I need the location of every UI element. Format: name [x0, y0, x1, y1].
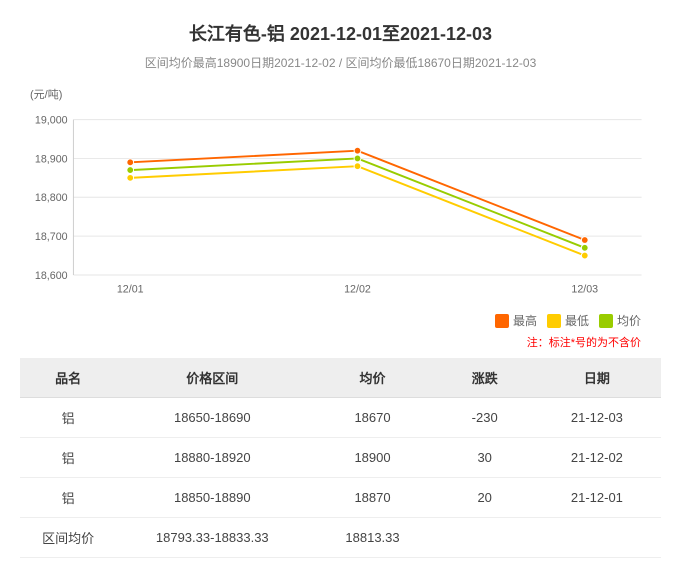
- table-header-row: 品名价格区间均价涨跌日期: [20, 358, 661, 398]
- table-cell: 18650-18690: [116, 397, 308, 437]
- table-cell: 区间均价: [20, 517, 116, 557]
- table-cell: 18850-18890: [116, 477, 308, 517]
- legend-swatch: [599, 314, 613, 328]
- table-header-cell: 涨跌: [437, 358, 533, 398]
- table-cell: 18670: [308, 397, 436, 437]
- page-subtitle: 区间均价最高18900日期2021-12-02 / 区间均价最低18670日期2…: [20, 54, 661, 71]
- legend-item: 最低: [547, 312, 589, 329]
- table-header-cell: 品名: [20, 358, 116, 398]
- legend-item: 均价: [599, 312, 641, 329]
- page-title: 长江有色-铝 2021-12-01至2021-12-03: [20, 20, 661, 46]
- legend-swatch: [495, 314, 509, 328]
- table-cell: 30: [437, 437, 533, 477]
- table-cell: 21-12-02: [533, 437, 661, 477]
- svg-text:12/03: 12/03: [571, 283, 598, 295]
- table-cell: 21-12-03: [533, 397, 661, 437]
- table-cell: 18900: [308, 437, 436, 477]
- table-cell: 铝: [20, 477, 116, 517]
- legend-swatch: [547, 314, 561, 328]
- legend-item: 最高: [495, 312, 537, 329]
- chart-legend: 最高 最低 均价: [20, 312, 661, 331]
- price-line-chart: 18,600 18,700 18,800 18,900 19,000 12/01 12/02…: [20, 107, 661, 307]
- svg-text:19,000: 19,000: [35, 114, 68, 126]
- table-row: 铝18880-18920189003021-12-02: [20, 437, 661, 477]
- table-cell: 20: [437, 477, 533, 517]
- svg-text:18,900: 18,900: [35, 153, 68, 165]
- table-cell: [437, 517, 533, 557]
- table-cell: 21-12-01: [533, 477, 661, 517]
- price-table: 品名价格区间均价涨跌日期 铝18650-1869018670-23021-12-…: [20, 358, 661, 558]
- table-row: 铝18850-18890188702021-12-01: [20, 477, 661, 517]
- y-axis-label: (元/吨): [30, 86, 661, 102]
- table-cell: 18870: [308, 477, 436, 517]
- svg-text:18,700: 18,700: [35, 231, 68, 243]
- table-header-cell: 价格区间: [116, 358, 308, 398]
- chart-note: 注：标注*号的为不含价: [20, 334, 661, 350]
- table-body: 铝18650-1869018670-23021-12-03铝18880-1892…: [20, 397, 661, 557]
- table-cell: [533, 517, 661, 557]
- table-cell: 18813.33: [308, 517, 436, 557]
- table-cell: 铝: [20, 397, 116, 437]
- legend-label: 最高: [513, 312, 537, 329]
- legend-label: 均价: [617, 312, 641, 329]
- legend-label: 最低: [565, 312, 589, 329]
- table-cell: 18793.33-18833.33: [116, 517, 308, 557]
- svg-text:12/02: 12/02: [344, 283, 371, 295]
- svg-text:18,800: 18,800: [35, 192, 68, 204]
- table-header-cell: 日期: [533, 358, 661, 398]
- svg-text:12/01: 12/01: [117, 283, 144, 295]
- chart-svg: 18,600 18,700 18,800 18,900 19,000 12/01 12/02…: [20, 107, 661, 307]
- table-header-cell: 均价: [308, 358, 436, 398]
- table-row: 区间均价18793.33-18833.3318813.33: [20, 517, 661, 557]
- table-cell: 18880-18920: [116, 437, 308, 477]
- table-row: 铝18650-1869018670-23021-12-03: [20, 397, 661, 437]
- table-cell: 铝: [20, 437, 116, 477]
- svg-text:18,600: 18,600: [35, 270, 68, 282]
- table-cell: -230: [437, 397, 533, 437]
